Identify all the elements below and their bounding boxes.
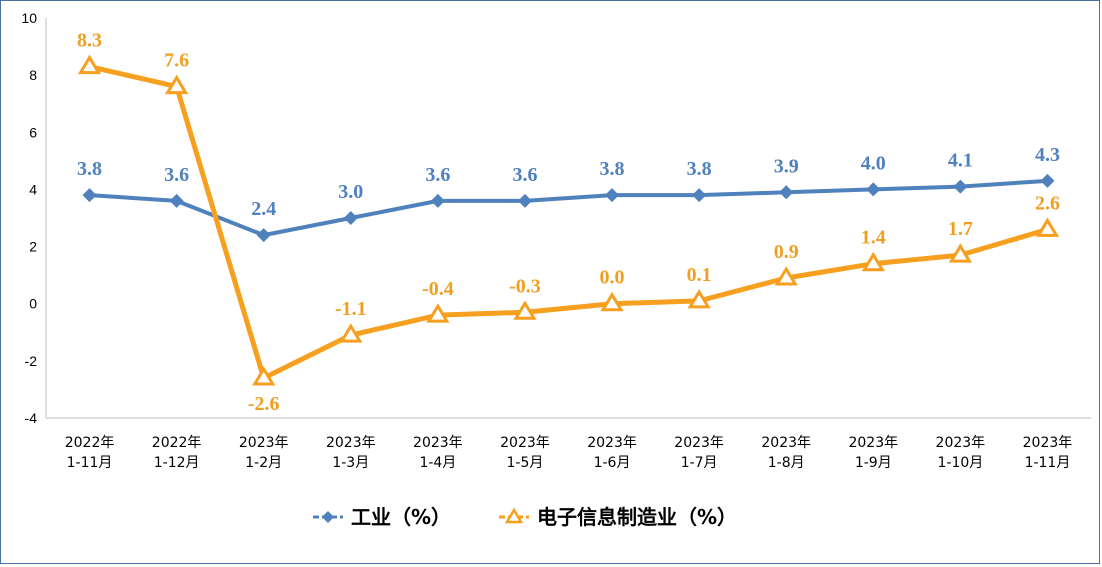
x-tick-label: 2023年 1-2月 [239, 435, 289, 471]
data-label: 2.4 [251, 198, 276, 220]
data-label: -2.6 [248, 393, 280, 415]
data-point [866, 182, 881, 197]
data-label: 3.8 [77, 158, 102, 180]
x-tick-label: 2023年 1-4月 [413, 435, 463, 471]
data-point [252, 366, 276, 386]
data-point [1035, 217, 1060, 237]
y-tick-label: 2 [29, 239, 37, 255]
data-label: 4.0 [861, 152, 886, 174]
series-line [89, 178, 1048, 238]
x-axis-ticks: 2022年 1-11月 2022年 1-12月 2023年 1-2月 2023年 1-3月 20… [65, 435, 1073, 471]
data-point [343, 211, 358, 225]
data-point [605, 188, 620, 203]
data-label: -0.3 [509, 275, 541, 297]
data-point [513, 300, 537, 320]
data-label: 3.8 [600, 158, 625, 180]
data-point [430, 193, 445, 208]
legend-marker-triangle [504, 507, 524, 524]
y-tick-label: 6 [29, 124, 37, 140]
y-tick-label: -4 [25, 410, 38, 426]
data-label: 3.6 [164, 164, 189, 186]
data-label: -0.4 [422, 278, 454, 300]
data-point [77, 54, 102, 75]
legend: 工业（%） 电子信息制造业（%） [313, 505, 737, 529]
data-label: 3.6 [512, 164, 537, 186]
data-point [600, 291, 624, 312]
data-point [339, 323, 363, 343]
x-tick-label: 2023年 1-9月 [848, 435, 898, 471]
data-label: 7.6 [164, 50, 189, 72]
legend-label-industry: 工业（%） [351, 505, 451, 529]
y-tick-label: 8 [29, 67, 37, 83]
data-label: 0.1 [687, 264, 712, 286]
axes [45, 18, 1091, 419]
data-point [948, 243, 973, 263]
data-point [687, 288, 711, 309]
data-point [779, 185, 794, 200]
series-layer: 3.8 3.6 2.4 3.0 3.6 3.6 3.8 3.8 3.9 4.0 4.1 4.3 8.3 7… [77, 30, 1060, 415]
data-label: 1.7 [948, 218, 973, 240]
x-tick-label: 2023年 1-8月 [761, 435, 811, 471]
y-axis-ticks: -4 -2 0 2 4 6 8 10 [21, 10, 37, 426]
y-tick-label: 0 [29, 296, 37, 312]
series-1: 8.3 7.6 -2.6 -1.1 -0.4 -0.3 0.0 0.1 0.9 1.4 1.7 2.6 [77, 30, 1060, 415]
x-tick-label: 2023年 1-5月 [500, 435, 550, 471]
data-point [517, 193, 532, 208]
y-tick-label: -2 [25, 353, 38, 369]
series-line [88, 64, 1049, 381]
legend-label-electronics: 电子信息制造业（%） [537, 505, 737, 529]
data-point [953, 179, 968, 194]
data-label: 3.0 [338, 181, 363, 203]
y-tick-label: 10 [21, 10, 37, 26]
data-point [692, 188, 707, 203]
data-label: 3.6 [425, 164, 450, 186]
data-label: -1.1 [335, 298, 367, 320]
data-label: 2.6 [1035, 192, 1060, 214]
series-0: 3.8 3.6 2.4 3.0 3.6 3.6 3.8 3.8 3.9 4.0 4.1 4.3 [77, 144, 1060, 243]
data-point [1040, 173, 1055, 188]
data-label: 0.0 [600, 267, 625, 289]
x-tick-label: 2022年 1-11月 [65, 435, 115, 471]
data-point [426, 303, 450, 323]
data-label: 8.3 [77, 30, 102, 52]
data-point [256, 228, 271, 243]
data-label: 3.9 [774, 155, 799, 177]
data-point [774, 266, 798, 286]
data-label: 4.3 [1035, 144, 1060, 166]
data-label: 0.9 [774, 241, 799, 263]
x-tick-label: 2023年 1-11月 [1023, 435, 1073, 471]
x-tick-label: 2023年 1-3月 [326, 435, 376, 471]
x-tick-label: 2022年 1-12月 [152, 435, 202, 471]
data-point [164, 74, 189, 95]
data-label: 4.1 [948, 150, 973, 172]
x-tick-label: 2023年 1-10月 [936, 435, 986, 471]
x-tick-label: 2023年 1-6月 [587, 435, 637, 471]
data-point [861, 251, 885, 272]
y-tick-label: 4 [29, 181, 37, 197]
legend-marker-diamond [322, 511, 334, 523]
data-label: 3.8 [687, 158, 712, 180]
data-point [82, 188, 97, 203]
x-tick-label: 2023年 1-7月 [674, 435, 724, 471]
data-point [169, 193, 184, 208]
data-label: 1.4 [861, 227, 886, 249]
